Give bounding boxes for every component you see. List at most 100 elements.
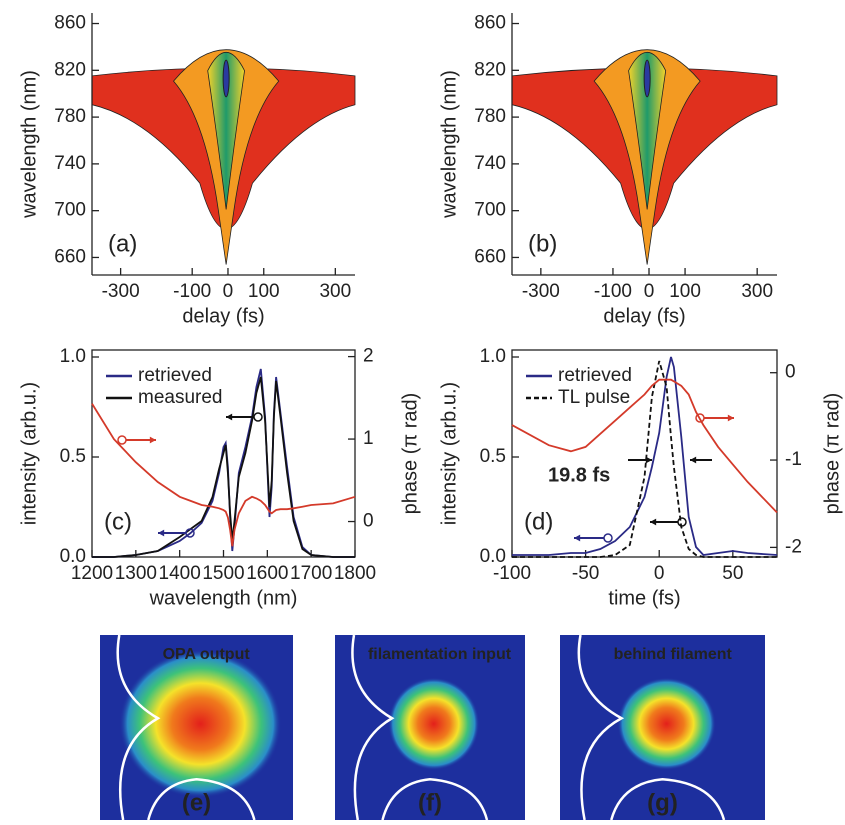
legend-label: measured: [138, 387, 223, 408]
x-tick-label: 100: [669, 281, 701, 302]
beam-spot: [119, 649, 282, 798]
panel-label: (b): [528, 230, 557, 257]
x-axis-label: time (fs): [608, 587, 680, 609]
arrow-head: [650, 518, 657, 526]
profile-horizontal: [381, 778, 489, 821]
legend-label: retrieved: [558, 365, 632, 386]
legend-label: retrieved: [138, 365, 212, 386]
y-tick-label: 1.0: [60, 346, 86, 367]
arrow-head: [727, 414, 734, 422]
y-tick-label: 860: [474, 13, 506, 34]
series-line: [92, 376, 355, 558]
panel-label: (d): [524, 508, 553, 535]
marker-ring: [677, 517, 687, 527]
y-axis-label: intensity (arb.u.): [18, 382, 40, 525]
trace-peak: [643, 59, 651, 98]
x-tick-label: 1400: [159, 563, 201, 584]
marker-ring: [117, 435, 127, 445]
trace-center: [628, 52, 667, 210]
y-tick-label: 780: [54, 106, 86, 127]
x-tick-label: 0: [644, 281, 655, 302]
image-caption: OPA output: [163, 646, 251, 663]
arrow-head: [645, 456, 652, 464]
panel-label: (g): [647, 789, 678, 816]
y-tick-label: 820: [474, 59, 506, 80]
y-tick-label: 700: [54, 200, 86, 221]
y2-axis-label: phase (π rad): [821, 393, 843, 515]
trace-center: [207, 52, 245, 210]
y-tick-label: 0.5: [60, 446, 86, 467]
y2-tick-label: -2: [785, 536, 802, 557]
y-tick-label: 1.0: [480, 346, 506, 367]
x-tick-label: 0: [654, 563, 665, 584]
legend-label: TL pulse: [558, 387, 630, 408]
marker-ring: [603, 533, 613, 543]
panel-label: (c): [104, 508, 132, 535]
x-axis-label: delay (fs): [603, 305, 685, 327]
y-tick-label: 0.0: [60, 546, 86, 567]
panel-label: (e): [182, 789, 211, 816]
profile-vertical: [577, 634, 625, 821]
x-tick-label: 50: [722, 563, 743, 584]
x-tick-label: -100: [493, 563, 531, 584]
series-line: [91, 403, 356, 547]
x-tick-label: -300: [102, 281, 140, 302]
y2-tick-label: 0: [785, 362, 796, 383]
x-tick-label: 100: [248, 281, 280, 302]
y-tick-label: 660: [54, 246, 86, 267]
image-caption: filamentation input: [368, 646, 512, 663]
marker-ring: [253, 412, 263, 422]
x-tick-label: 1600: [246, 563, 288, 584]
arrow-head: [690, 456, 697, 464]
y-tick-label: 660: [474, 246, 506, 267]
profile-vertical: [351, 634, 395, 821]
profile-horizontal: [147, 778, 256, 821]
x-tick-label: 1500: [202, 563, 244, 584]
x-axis-label: delay (fs): [182, 305, 264, 327]
y2-tick-label: 2: [363, 346, 374, 367]
profile-vertical: [116, 634, 161, 821]
beam-spot: [388, 677, 480, 771]
arrow-head: [574, 534, 581, 542]
x-tick-label: -50: [572, 563, 599, 584]
y-axis-label: wavelength (nm): [18, 70, 40, 219]
x-tick-label: 1800: [334, 563, 376, 584]
arrow-head: [158, 529, 165, 537]
y-axis-label: intensity (arb.u.): [438, 382, 460, 525]
x-tick-label: -100: [173, 281, 211, 302]
y2-tick-label: -1: [785, 449, 802, 470]
trace-peak: [222, 59, 230, 98]
x-tick-label: -100: [594, 281, 632, 302]
trace-image: [91, 49, 356, 265]
y-axis-label: wavelength (nm): [438, 70, 460, 219]
y-tick-label: 820: [54, 59, 86, 80]
panel-label: (a): [108, 230, 137, 257]
y2-tick-label: 0: [363, 511, 374, 532]
series-line: [511, 378, 778, 514]
beam-spot: [617, 677, 716, 771]
y-tick-label: 740: [474, 153, 506, 174]
image-caption: behind filament: [614, 646, 733, 663]
trace-image: [511, 49, 778, 265]
y2-tick-label: 1: [363, 428, 374, 449]
y-tick-label: 0.0: [480, 546, 506, 567]
y-tick-label: 740: [54, 153, 86, 174]
annotation: 19.8 fs: [548, 464, 610, 486]
y-tick-label: 860: [54, 13, 86, 34]
series-line: [512, 356, 778, 556]
x-tick-label: 1700: [290, 563, 332, 584]
x-tick-label: 1200: [71, 563, 113, 584]
y-tick-label: 0.5: [480, 446, 506, 467]
plot-frame: [511, 349, 778, 558]
x-tick-label: -300: [522, 281, 560, 302]
y-tick-label: 700: [474, 200, 506, 221]
y-tick-label: 780: [474, 106, 506, 127]
y2-axis-label: phase (π rad): [399, 393, 421, 515]
arrow-head: [226, 413, 233, 421]
profile-horizontal: [610, 778, 726, 821]
x-tick-label: 0: [223, 281, 234, 302]
panel-label: (f): [418, 789, 442, 816]
arrow-head: [149, 436, 156, 444]
x-axis-label: wavelength (nm): [149, 587, 298, 609]
